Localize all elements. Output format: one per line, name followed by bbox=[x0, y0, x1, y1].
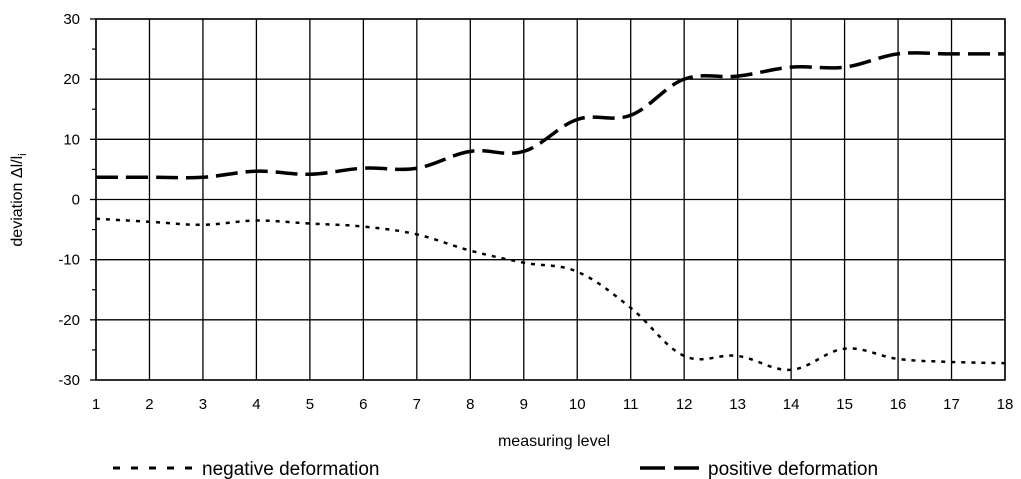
series-line-negative-deformation bbox=[95, 217, 1006, 372]
x-tick-label: 12 bbox=[676, 396, 693, 413]
tick-label-layer: 1 2 3 4 5 6 7 8 9 10 11 12 13 14 15 16 17 183020100-10-20… bbox=[58, 11, 1013, 413]
x-tick-label: 18 bbox=[997, 396, 1014, 413]
grid-layer bbox=[90, 18, 1006, 381]
x-tick-label: 10 bbox=[569, 396, 586, 413]
y-tick-label: 20 bbox=[63, 71, 80, 88]
x-tick-label: 9 bbox=[520, 396, 528, 413]
x-tick-label: 16 bbox=[890, 396, 907, 413]
x-tick-label: 6 bbox=[359, 396, 367, 413]
x-tick-label: 11 bbox=[623, 396, 639, 413]
x-tick-label: 14 bbox=[783, 396, 800, 413]
x-tick-label: 17 bbox=[943, 396, 960, 413]
series-layer bbox=[95, 51, 1006, 372]
x-tick-label: 1 bbox=[92, 396, 100, 413]
x-tick-label: 8 bbox=[466, 396, 474, 413]
y-tick-label: 30 bbox=[63, 11, 80, 28]
legend-label-negative: negative deformation bbox=[202, 459, 379, 479]
x-tick-label: 15 bbox=[836, 396, 853, 413]
x-axis-title: measuring level bbox=[498, 433, 610, 450]
y-axis-title-main: deviation Δl/l bbox=[9, 156, 26, 247]
x-tick-label: 2 bbox=[145, 396, 153, 413]
series-line-positive-deformation bbox=[95, 51, 1005, 180]
y-tick-label: 10 bbox=[63, 131, 80, 148]
x-tick-label: 7 bbox=[413, 396, 421, 413]
legend: negative deformation positive deformatio… bbox=[113, 459, 878, 479]
x-tick-label: 5 bbox=[306, 396, 314, 413]
y-tick-label: 0 bbox=[72, 192, 80, 209]
plot-frame bbox=[95, 18, 1006, 381]
x-tick-label: 13 bbox=[729, 396, 746, 413]
y-tick-label: -30 bbox=[58, 372, 80, 389]
x-tick-label: 4 bbox=[252, 396, 260, 413]
y-tick-label: -20 bbox=[58, 312, 80, 329]
x-tick-label: 3 bbox=[199, 396, 207, 413]
y-axis-title-subscript: i bbox=[17, 153, 29, 155]
y-tick-label: -10 bbox=[58, 252, 80, 269]
legend-label-positive: positive deformation bbox=[708, 459, 878, 479]
y-axis-title: deviation Δl/li bbox=[9, 153, 29, 246]
